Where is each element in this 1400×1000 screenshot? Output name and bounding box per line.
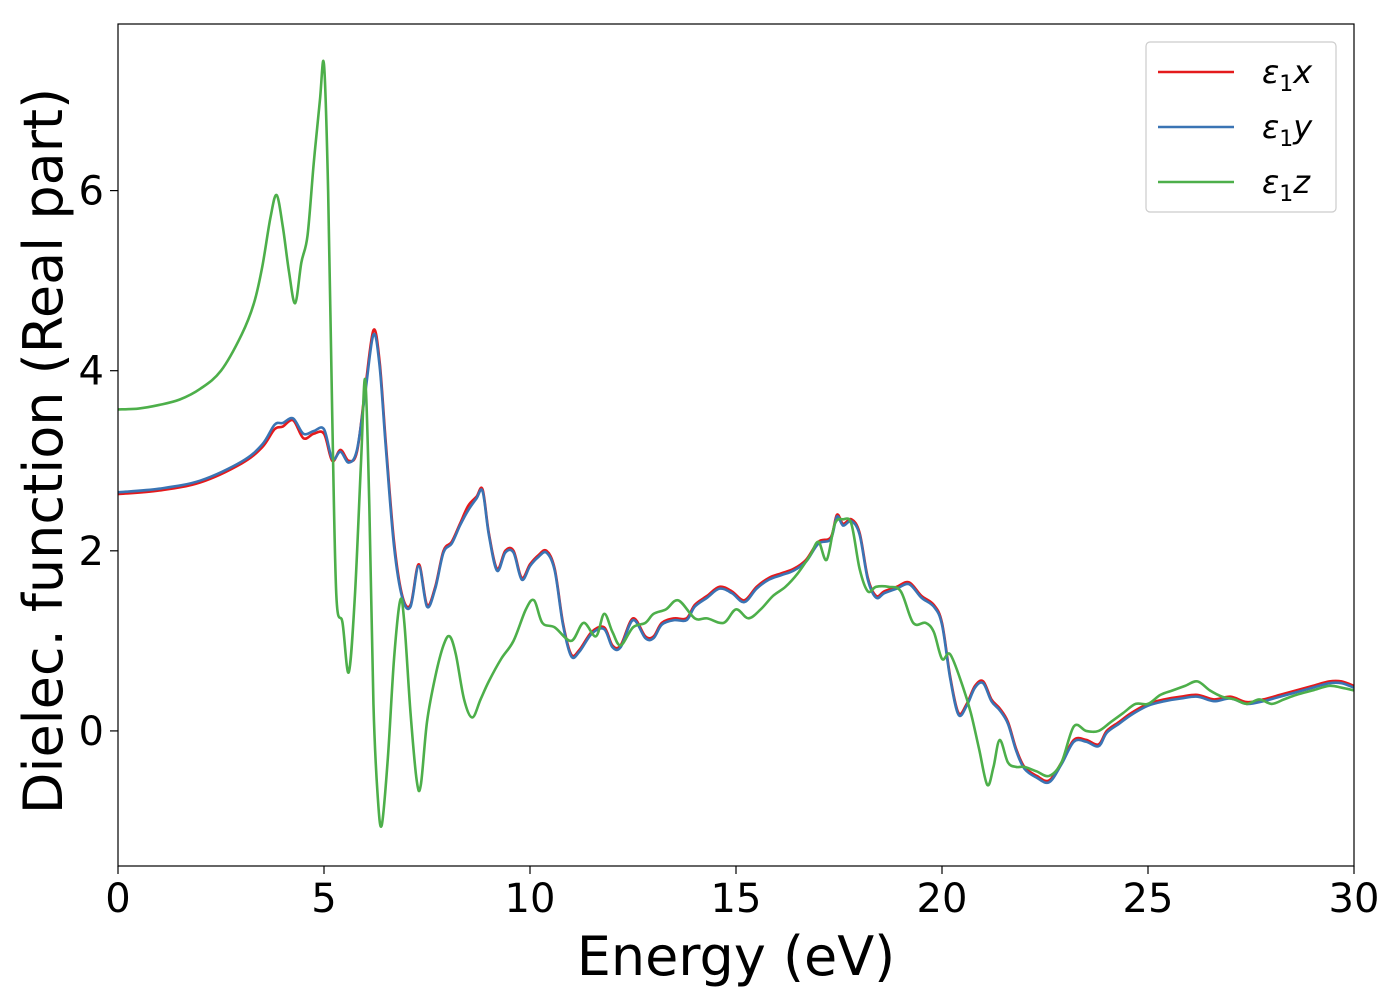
legend-label-z: ε1z: [1262, 163, 1311, 207]
x-axis-ticks: 0 5 10 15 20 25 30: [105, 866, 1379, 922]
y-tick-label: 6: [79, 169, 104, 215]
legend-label-x: ε1x: [1262, 53, 1313, 97]
x-tick-label: 20: [917, 876, 968, 922]
y-axis-ticks: 0 2 4 6: [79, 169, 118, 755]
y-axis-title: Dielec. function (Real part): [12, 88, 75, 814]
legend-label-y: ε1y: [1262, 108, 1313, 152]
y-tick-label: 4: [79, 349, 104, 395]
legend: ε1x ε1y ε1z: [1145, 41, 1337, 213]
x-tick-label: 15: [711, 876, 762, 922]
x-tick-label: 10: [505, 876, 556, 922]
x-tick-label: 25: [1123, 876, 1174, 922]
plot-area-frame: [117, 23, 1355, 867]
series-line-y: [118, 332, 1354, 785]
x-tick-label: 5: [311, 876, 336, 922]
legend-box: [1145, 41, 1337, 213]
series-lines: [118, 59, 1354, 828]
y-tick-label: 0: [79, 709, 104, 755]
series-line-x: [118, 328, 1354, 783]
series-line-z: [118, 59, 1354, 828]
x-tick-label: 30: [1329, 876, 1380, 922]
x-tick-label: 0: [105, 876, 130, 922]
y-tick-label: 2: [79, 529, 104, 575]
x-axis-title: Energy (eV): [577, 925, 896, 988]
